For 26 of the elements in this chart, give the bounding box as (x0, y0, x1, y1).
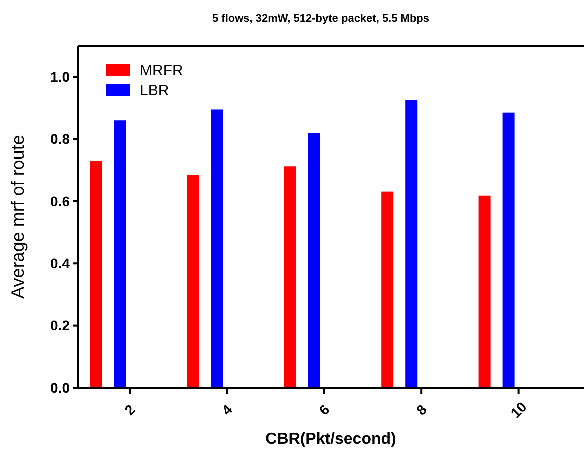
bar (478, 196, 491, 388)
bar (90, 161, 102, 388)
bar (502, 112, 515, 388)
bar (114, 120, 126, 388)
chart-title: 5 flows, 32mW, 512-byte packet, 5.5 Mbps (212, 13, 430, 25)
bar (284, 166, 296, 388)
bar (308, 133, 320, 388)
y-tick-label: 0.2 (50, 318, 70, 334)
legend-label: LBR (140, 82, 170, 100)
x-tick-label: 10 (508, 398, 530, 422)
y-tick-label: 0.0 (50, 380, 70, 396)
x-tick-label: 2 (122, 401, 138, 418)
legend-label: MRFR (140, 62, 184, 80)
x-tick-label: 8 (413, 401, 430, 418)
x-tick-label: 4 (218, 401, 236, 418)
x-tick-label: 6 (316, 401, 333, 418)
y-tick-label: 0.6 (50, 193, 70, 210)
bar (406, 100, 418, 388)
x-axis-title: CBR(Pkt/second) (266, 431, 396, 448)
y-axis-title: Average mrf of route (8, 135, 28, 299)
y-tick-label: 0.4 (50, 256, 70, 272)
bar (211, 110, 224, 388)
y-tick-label: 1.0 (50, 68, 70, 85)
bar (187, 175, 200, 388)
bar (382, 192, 394, 388)
y-tick-label: 0.8 (50, 131, 70, 148)
